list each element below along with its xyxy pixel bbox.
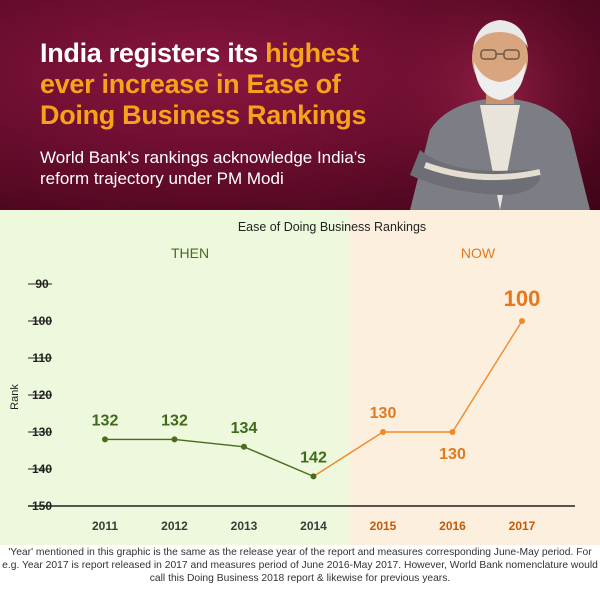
data-label: 130 [370,405,397,422]
now-period-background [350,210,600,545]
series-line-segment [313,431,384,477]
data-point [171,436,178,443]
data-point [380,429,386,435]
headline: India registers its highest ever increas… [40,38,420,131]
header-banner: India registers its highest ever increas… [0,0,600,210]
y-tick-label: 110 [32,351,52,365]
data-point [102,436,108,443]
x-tick-label: 2012 [161,519,188,533]
headline-highlight: highest [265,38,359,68]
data-label: 142 [300,449,327,466]
x-tick-label: 2013 [231,519,258,533]
line-chart: Ease of Doing Business Rankings THEN NOW… [0,210,600,545]
data-point [519,318,525,324]
data-point [241,443,247,450]
y-tick-label: 100 [32,314,52,328]
series-lines [105,320,523,478]
headline-part1: India registers its [40,38,266,68]
now-label: NOW [461,245,496,261]
then-label: THEN [171,245,209,261]
y-tick-label: 90 [35,277,49,291]
data-label: 132 [161,412,188,429]
data-label: 100 [504,286,541,311]
data-label: 134 [231,420,258,437]
chart-title: Ease of Doing Business Rankings [238,220,426,234]
data-labels: 132 132 134 142 130 130 100 [92,286,541,466]
y-tick-label: 130 [32,425,52,439]
y-axis: 90 100 110 120 130 140 150 [28,277,575,513]
y-axis-label: Rank [9,384,21,410]
portrait-image [390,0,600,210]
subheadline: World Bank's rankings acknowledge India'… [40,148,366,188]
x-tick-label: 2011 [92,519,118,533]
x-tick-label: 2014 [300,519,327,533]
data-label: 130 [439,446,466,463]
y-tick-label: 150 [32,499,52,513]
series-points [102,318,525,480]
y-tick-label: 120 [32,388,52,402]
x-tick-label: 2015 [370,519,397,533]
footnote: 'Year' mentioned in this graphic is the … [2,547,598,584]
x-axis: 2011 2012 2013 2014 2015 2016 2017 [92,519,536,533]
data-label: 132 [92,412,119,429]
x-tick-label: 2016 [439,519,466,533]
then-period-background [0,210,350,545]
data-point [449,429,456,435]
chart-area: Ease of Doing Business Rankings THEN NOW… [0,210,600,545]
headline-part2: ever increase in Ease of Doing Business … [40,69,367,130]
series-line-segment [174,438,245,448]
series-line-segment [243,446,314,478]
data-point [310,473,317,480]
x-tick-label: 2017 [509,519,536,533]
series-line-segment [451,320,523,433]
y-tick-label: 140 [32,462,52,476]
